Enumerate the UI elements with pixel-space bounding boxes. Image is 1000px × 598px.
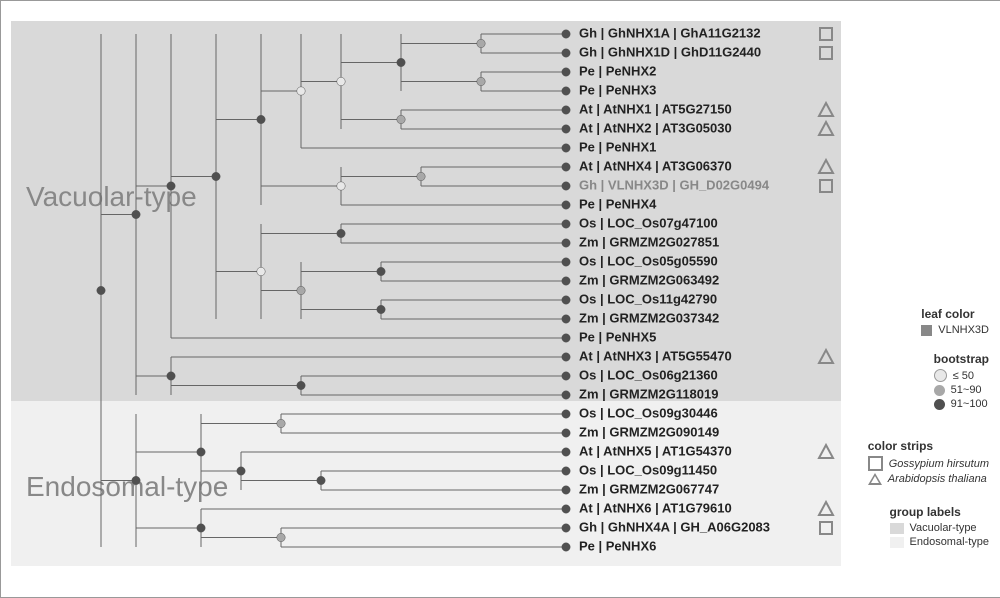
triangle-strip-icon bbox=[819, 122, 833, 135]
legend-title: leaf color bbox=[921, 307, 989, 321]
leaf-label: Zm | GRMZM2G063492 bbox=[579, 272, 719, 287]
square-outline-icon bbox=[868, 456, 883, 471]
leaf-label: Zm | GRMZM2G067747 bbox=[579, 481, 719, 496]
leaf-label: Zm | GRMZM2G037342 bbox=[579, 310, 719, 325]
leaf-label: Gh | GhNHX1D | GhD11G2440 bbox=[579, 44, 761, 59]
legend-title: group labels bbox=[890, 505, 990, 519]
square-strip-icon bbox=[820, 180, 832, 192]
legend-item: 51~90 bbox=[934, 384, 989, 396]
leaf-label: Os | LOC_Os09g11450 bbox=[579, 462, 717, 477]
triangle-strip-icon bbox=[819, 445, 833, 458]
leaf-label: Gh | VLNHX3D | GH_D02G0494 bbox=[579, 177, 770, 192]
triangle-strip-icon bbox=[819, 502, 833, 515]
leaf-label: Os | LOC_Os11g42790 bbox=[579, 291, 717, 306]
leaf-label: At | AtNHX2 | AT3G05030 bbox=[579, 120, 732, 135]
filled-square-icon bbox=[921, 325, 932, 336]
square-strip-icon bbox=[820, 47, 832, 59]
legend-item: ≤ 50 bbox=[934, 369, 989, 382]
legend-bootstrap: bootstrap ≤ 50 51~90 91~100 bbox=[934, 346, 989, 412]
group-swatch-icon bbox=[890, 537, 904, 548]
phylogenetic-tree: Gh | GhNHX1A | GhA11G2132 Gh | GhNHX1D | … bbox=[1, 1, 1000, 597]
circle-icon bbox=[934, 399, 945, 410]
circle-icon bbox=[934, 385, 945, 396]
leaf-label: Pe | PeNHX4 bbox=[579, 196, 657, 211]
leaf-label: At | AtNHX6 | AT1G79610 bbox=[579, 500, 732, 515]
triangle-strip-icon bbox=[819, 103, 833, 116]
leaf-label: Zm | GRMZM2G090149 bbox=[579, 424, 719, 439]
leaf-label: At | AtNHX4 | AT3G06370 bbox=[579, 158, 732, 173]
legend-color-strips: color strips Gossypium hirsutum Arabidop… bbox=[868, 433, 989, 487]
legend-label: Gossypium hirsutum bbox=[889, 458, 989, 470]
leaf-label: Os | LOC_Os07g47100 bbox=[579, 215, 718, 230]
leaf-label: Zm | GRMZM2G118019 bbox=[579, 386, 718, 401]
leaf-label: Pe | PeNHX6 bbox=[579, 538, 656, 553]
legend-label: ≤ 50 bbox=[953, 370, 974, 382]
legend-label: Endosomal-type bbox=[910, 536, 990, 548]
square-strip-icon bbox=[820, 522, 832, 534]
legend-label: Arabidopsis thaliana bbox=[888, 473, 987, 485]
group-swatch-icon bbox=[890, 523, 904, 534]
legend-item: 91~100 bbox=[934, 398, 989, 410]
triangle-strip-icon bbox=[819, 160, 833, 173]
legend-item: Vacuolar-type bbox=[890, 522, 990, 534]
legend-item: Arabidopsis thaliana bbox=[868, 473, 989, 485]
leaf-label: Os | LOC_Os06g21360 bbox=[579, 367, 718, 382]
leaf-label: Os | LOC_Os09g30446 bbox=[579, 405, 718, 420]
figure-container: Vacuolar-type Endosomal-type Gh | GhNHX1… bbox=[0, 0, 1000, 598]
leaf-label: Pe | PeNHX5 bbox=[579, 329, 656, 344]
leaf-label: Gh | GhNHX4A | GH_A06G2083 bbox=[579, 519, 770, 534]
leaf-label: Pe | PeNHX3 bbox=[579, 82, 656, 97]
leaf-label: Os | LOC_Os05g05590 bbox=[579, 253, 718, 268]
legend-item: VLNHX3D bbox=[921, 324, 989, 336]
triangle-outline-icon bbox=[868, 473, 882, 485]
leaf-label: Zm | GRMZM2G027851 bbox=[579, 234, 719, 249]
legend-label: VLNHX3D bbox=[938, 324, 989, 336]
legend-group-labels: group labels Vacuolar-type Endosomal-typ… bbox=[890, 499, 990, 550]
circle-icon bbox=[934, 369, 947, 382]
legend-title: bootstrap bbox=[934, 352, 989, 366]
legend-label: 91~100 bbox=[951, 398, 988, 410]
square-strip-icon bbox=[820, 28, 832, 40]
leaf-label: At | AtNHX1 | AT5G27150 bbox=[579, 101, 732, 116]
legend-title: color strips bbox=[868, 439, 989, 453]
leaf-label: At | AtNHX3 | AT5G55470 bbox=[579, 348, 732, 363]
legend-label: Vacuolar-type bbox=[910, 522, 977, 534]
leaf-label: Pe | PeNHX1 bbox=[579, 139, 656, 154]
leaf-label: Gh | GhNHX1A | GhA11G2132 bbox=[579, 25, 761, 40]
legend-item: Endosomal-type bbox=[890, 536, 990, 548]
legend-leaf-color: leaf color VLNHX3D bbox=[921, 301, 989, 338]
legend-item: Gossypium hirsutum bbox=[868, 456, 989, 471]
leaf-label: Pe | PeNHX2 bbox=[579, 63, 656, 78]
legend-label: 51~90 bbox=[951, 384, 982, 396]
triangle-strip-icon bbox=[819, 350, 833, 363]
leaf-label: At | AtNHX5 | AT1G54370 bbox=[579, 443, 732, 458]
